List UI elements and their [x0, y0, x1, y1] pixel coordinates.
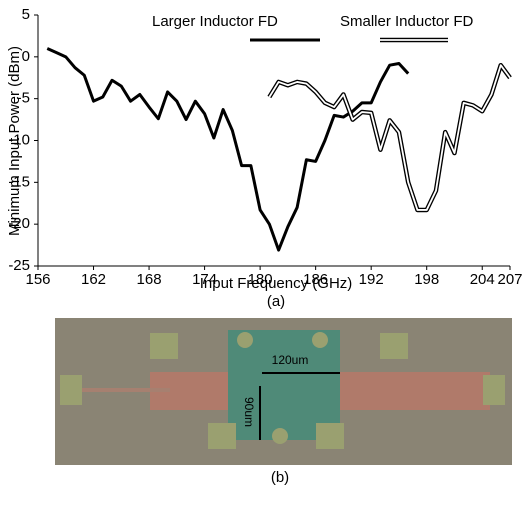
x-tick-label: 156 — [25, 271, 50, 288]
x-tick-label: 192 — [359, 271, 384, 288]
legend-label: Larger Inductor FD — [152, 13, 278, 30]
y-tick-label: -25 — [8, 257, 30, 274]
core — [228, 330, 340, 440]
pad — [483, 375, 505, 405]
pad — [316, 423, 344, 449]
y-tick-label: 5 — [22, 6, 30, 23]
pad — [380, 333, 408, 359]
photo: 120um 90um — [55, 318, 512, 465]
y-axis-title: Minimum Input Power (dBm) — [6, 46, 23, 236]
x-tick-label: 207 — [497, 271, 522, 288]
y-tick-label: -20 — [8, 215, 30, 232]
x-tick-label: 186 — [303, 271, 328, 288]
y-tick-label: -5 — [17, 90, 30, 107]
x-tick-label: 198 — [414, 271, 439, 288]
series-line — [267, 62, 512, 213]
pad — [60, 375, 82, 405]
x-tick-label: 168 — [137, 271, 162, 288]
via — [272, 428, 288, 444]
pad — [150, 333, 178, 359]
x-tick-label: 180 — [248, 271, 273, 288]
y-tick-label: -10 — [8, 131, 30, 148]
x-tick-label: 174 — [192, 271, 217, 288]
legend-label: Smaller Inductor FD — [340, 13, 474, 30]
y-tick-label: 0 — [22, 48, 30, 65]
series-line — [46, 47, 410, 252]
caption: (a) — [267, 293, 285, 310]
x-tick-label: 204 — [470, 271, 495, 288]
photo-label: 90um — [242, 397, 256, 427]
via — [237, 332, 253, 348]
photo-label: 120um — [272, 353, 309, 367]
via — [312, 332, 328, 348]
x-tick-label: 162 — [81, 271, 106, 288]
caption: (b) — [271, 469, 289, 486]
pad — [208, 423, 236, 449]
trace — [70, 388, 170, 392]
x-axis-title: Input Frequency (GHz) — [200, 275, 353, 292]
y-tick-label: -15 — [8, 173, 30, 190]
series-line-inner — [268, 64, 511, 211]
